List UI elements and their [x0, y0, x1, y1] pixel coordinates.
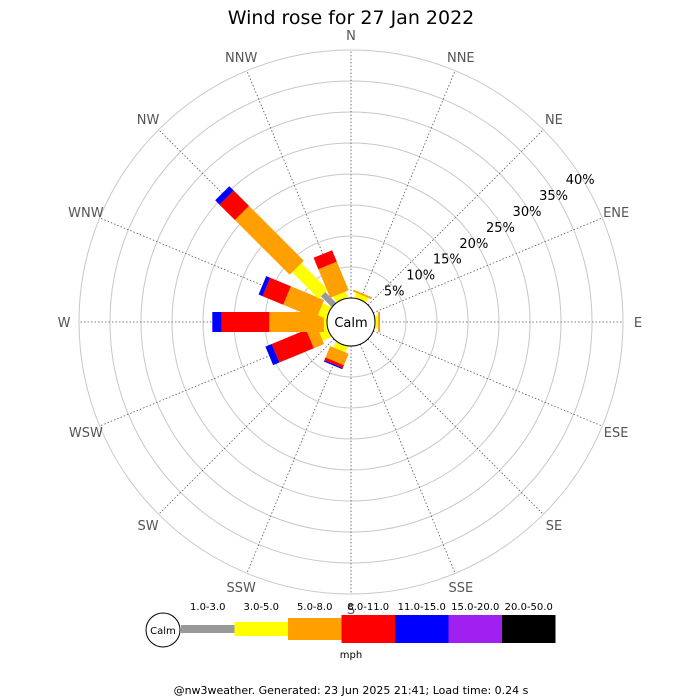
legend-bin-label: 3.0-5.0 — [244, 602, 279, 613]
bar-segment — [323, 360, 343, 370]
percent-label: 40% — [566, 173, 595, 188]
percent-label: 5% — [384, 285, 405, 300]
percent-label: 25% — [486, 221, 515, 236]
legend-swatch — [181, 625, 235, 633]
spoke — [373, 217, 603, 314]
direction-label: NNW — [225, 51, 257, 66]
direction-label: ENE — [603, 206, 629, 221]
bar-segment — [320, 291, 337, 308]
spoke — [367, 338, 544, 515]
bar-segment — [325, 346, 349, 366]
spoke — [99, 330, 329, 427]
bar-segment — [234, 205, 304, 275]
bar-segment — [215, 186, 234, 205]
percent-label: 20% — [459, 237, 488, 252]
legend-bin-label: 15.0-20.0 — [451, 602, 499, 613]
direction-label: W — [58, 316, 71, 331]
wind-bars — [212, 186, 380, 370]
chart-title: Wind rose for 27 Jan 2022 — [228, 7, 475, 29]
legend-calm-circle — [145, 612, 181, 648]
legend-bin-label: 1.0-3.0 — [190, 602, 225, 613]
direction-label: WSW — [69, 426, 103, 441]
percent-labels: 5%10%15%20%25%30%35%40% — [384, 173, 595, 300]
grid-ring — [78, 49, 624, 595]
direction-label: SE — [546, 519, 562, 534]
bar-segment — [269, 312, 324, 332]
legend-swatch — [395, 615, 449, 643]
direction-labels: N NNE NE ENE E ESE SE SSE S SSW SW WSW W WNW NW NNW — [58, 29, 643, 618]
speed-legend: Calm 1.0-3.0 3.0-5.0 5.0-8.0 8.0-11.0 11.0-1… — [145, 602, 556, 661]
direction-label: WNW — [68, 206, 104, 221]
direction-label: S — [347, 603, 355, 618]
bar-segment — [352, 289, 372, 300]
bar-segment — [221, 312, 270, 332]
legend-bin-label: 20.0-50.0 — [505, 602, 553, 613]
percent-label: 35% — [539, 189, 568, 204]
direction-label: ESE — [604, 426, 629, 441]
bar-segment — [333, 341, 348, 353]
direction-spokes — [79, 50, 623, 594]
legend-swatch — [448, 615, 502, 643]
bar-segment — [262, 277, 291, 305]
percent-label: 30% — [513, 205, 542, 220]
legend-bin-label: 5.0-8.0 — [297, 602, 332, 613]
bar-segment — [271, 329, 314, 363]
bar-segment — [212, 312, 222, 332]
spoke — [367, 129, 544, 306]
direction-label: SSE — [448, 581, 473, 596]
spoke — [359, 70, 456, 300]
bar-segment — [219, 190, 249, 220]
bar-segment — [324, 357, 344, 368]
spoke — [359, 344, 456, 574]
direction-label: NW — [137, 113, 160, 128]
bar-segment — [292, 263, 328, 299]
bar-segment — [354, 292, 369, 303]
legend-calm-label: Calm — [150, 626, 176, 637]
legend-swatch — [502, 615, 556, 643]
percent-label: 10% — [406, 269, 435, 284]
bar-segment — [375, 315, 379, 329]
bar-segment — [283, 286, 325, 319]
direction-label: N — [346, 29, 356, 44]
legend-bin-label: 11.0-15.0 — [398, 602, 446, 613]
footer-text: @nw3weather. Generated: 23 Jun 2025 21:4… — [174, 684, 529, 697]
percent-label: 15% — [433, 253, 462, 268]
legend-swatch — [234, 622, 288, 636]
spoke — [373, 330, 603, 427]
bar-segment — [378, 312, 380, 332]
legend-swatch — [288, 618, 342, 640]
bar-segment — [333, 291, 348, 303]
spoke — [246, 344, 343, 574]
bar-segment — [318, 261, 349, 298]
bar-segment — [258, 276, 271, 297]
direction-label: NE — [545, 113, 563, 128]
direction-label: SSW — [226, 581, 256, 596]
spoke — [99, 217, 329, 314]
calm-circle: Calm — [326, 297, 376, 347]
legend-bin-label: 8.0-11.0 — [347, 602, 389, 613]
bar-segment — [313, 250, 337, 270]
spoke — [246, 70, 343, 300]
bar-segment — [265, 344, 280, 366]
direction-label: E — [634, 316, 642, 331]
spoke — [158, 338, 335, 515]
calm-label: Calm — [334, 316, 367, 331]
direction-label: SW — [138, 519, 159, 534]
legend-unit: mph — [340, 650, 362, 661]
direction-label: NNE — [447, 51, 475, 66]
legend-swatch — [341, 615, 395, 643]
